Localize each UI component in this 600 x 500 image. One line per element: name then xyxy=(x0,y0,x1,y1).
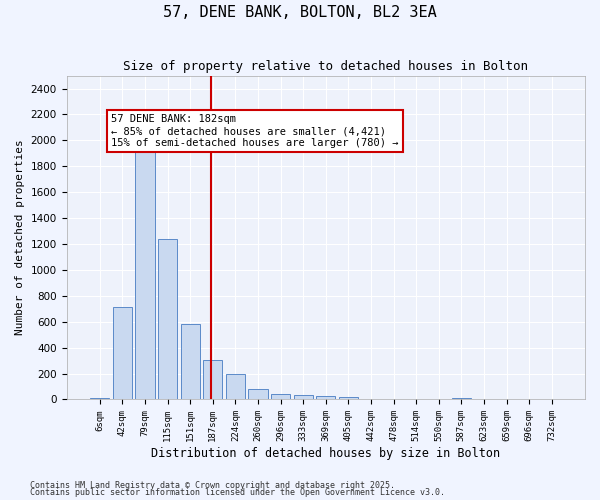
Bar xyxy=(361,399,380,400)
Bar xyxy=(542,399,562,400)
Bar xyxy=(452,398,471,400)
Text: Contains HM Land Registry data © Crown copyright and database right 2025.: Contains HM Land Registry data © Crown c… xyxy=(30,480,395,490)
Bar xyxy=(316,396,335,400)
Text: Contains public sector information licensed under the Open Government Licence v3: Contains public sector information licen… xyxy=(30,488,445,497)
Bar xyxy=(475,399,494,400)
Bar xyxy=(271,394,290,400)
Bar xyxy=(90,398,109,400)
Bar xyxy=(384,399,403,400)
Text: 57, DENE BANK, BOLTON, BL2 3EA: 57, DENE BANK, BOLTON, BL2 3EA xyxy=(163,5,437,20)
Y-axis label: Number of detached properties: Number of detached properties xyxy=(15,140,25,336)
Bar xyxy=(429,399,448,400)
Bar xyxy=(113,308,132,400)
Bar xyxy=(497,399,516,400)
Bar xyxy=(520,399,539,400)
Bar xyxy=(293,396,313,400)
Title: Size of property relative to detached houses in Bolton: Size of property relative to detached ho… xyxy=(123,60,528,73)
Bar xyxy=(203,360,223,400)
Bar xyxy=(226,374,245,400)
Text: 57 DENE BANK: 182sqm
← 85% of detached houses are smaller (4,421)
15% of semi-de: 57 DENE BANK: 182sqm ← 85% of detached h… xyxy=(111,114,398,148)
X-axis label: Distribution of detached houses by size in Bolton: Distribution of detached houses by size … xyxy=(151,447,500,460)
Bar xyxy=(339,397,358,400)
Bar xyxy=(407,399,426,400)
Bar xyxy=(181,324,200,400)
Bar xyxy=(136,146,155,400)
Bar xyxy=(158,239,177,400)
Bar xyxy=(248,389,268,400)
